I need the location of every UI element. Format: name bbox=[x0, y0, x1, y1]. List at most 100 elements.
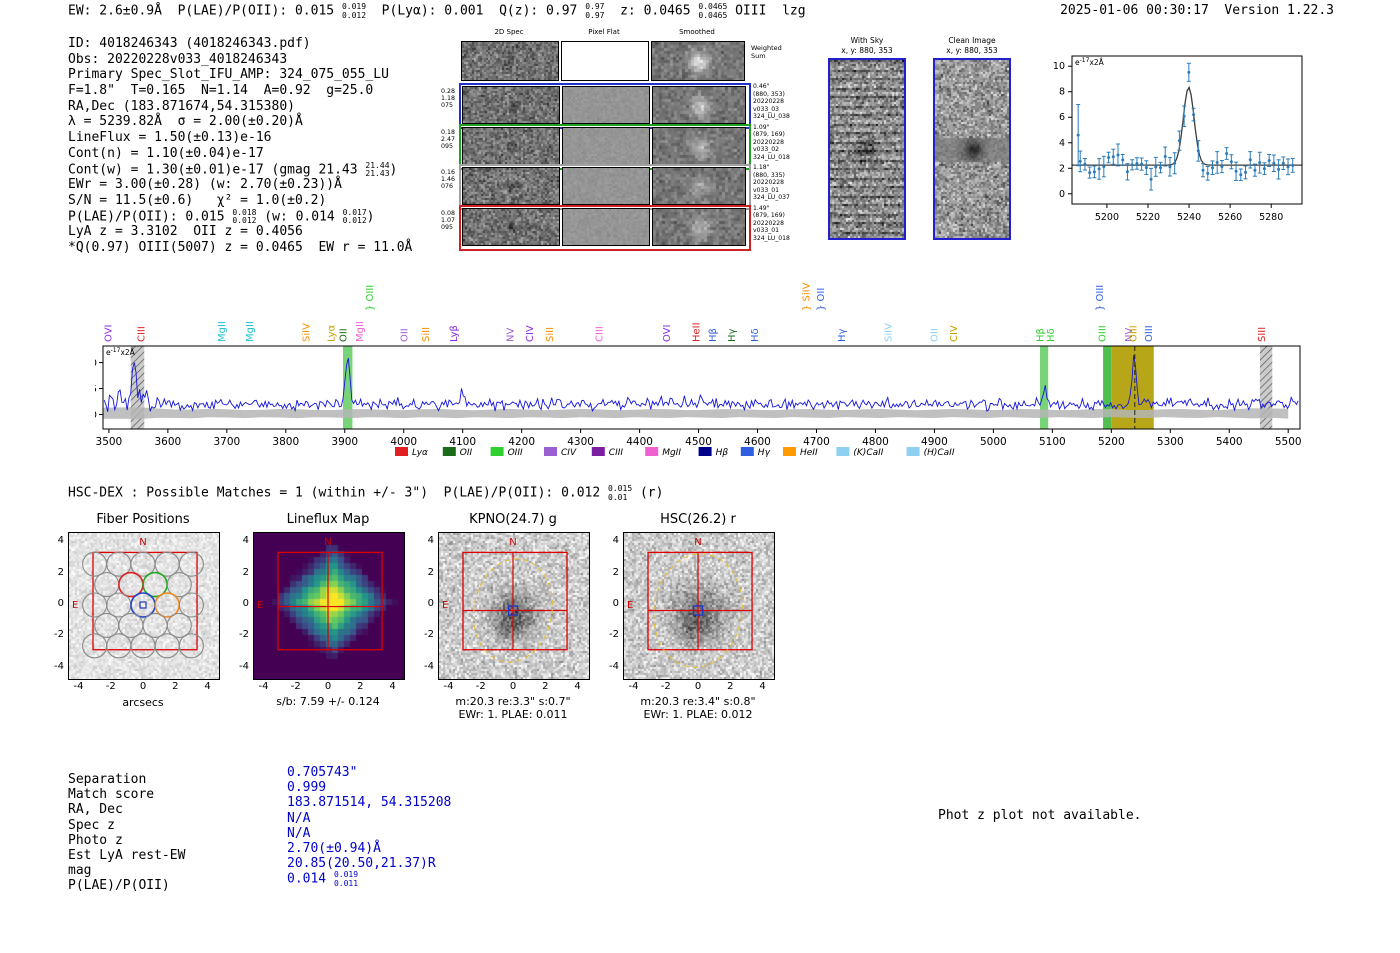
emission-line-label: OVI bbox=[662, 325, 673, 343]
emission-line-label: OII bbox=[929, 328, 940, 342]
spectrum-point bbox=[1187, 70, 1191, 74]
target-marker bbox=[139, 601, 147, 609]
spectrum-point bbox=[1201, 168, 1205, 172]
fiber-circle bbox=[106, 633, 132, 659]
compass-east-label: E bbox=[442, 600, 448, 611]
cutout-x-tick-label: 4 bbox=[759, 681, 766, 692]
stacked-fraction: 21.44 21.43 bbox=[365, 160, 390, 179]
cutout-y-tick-label: 4 bbox=[57, 535, 64, 547]
legend-swatch bbox=[698, 447, 712, 456]
spectrum-point bbox=[1083, 162, 1087, 166]
fraction-upper: 21.44 bbox=[365, 160, 390, 170]
spec2d-strip-flat bbox=[562, 126, 650, 165]
spectrum-point bbox=[1220, 165, 1224, 169]
cutout-y-tick-label: 4 bbox=[242, 535, 249, 547]
cutout-overlay-image: NE bbox=[442, 537, 568, 663]
text-segment: 0.705743" bbox=[287, 765, 358, 780]
emission-line-label: SiIV bbox=[883, 323, 894, 342]
emission-line-label: Hβ bbox=[1036, 328, 1047, 342]
spectrum-point bbox=[1234, 169, 1238, 173]
cutout-title: KPNO(24.7) g bbox=[469, 512, 557, 527]
full-spectrum-plot: 3500 3600 3700 3800 3900 4000 4100 4200 4300 4400… bbox=[84, 266, 1310, 474]
text-segment: F=1.8" T=0.165 N=1.14 A=0.92 g=25.0 bbox=[68, 83, 374, 99]
spec2d-strip-noise bbox=[462, 167, 560, 205]
stacked-fraction: 0.017 0.012 bbox=[343, 208, 367, 226]
compass-north-label: N bbox=[139, 537, 146, 548]
sky-panel-canvas bbox=[933, 58, 1011, 240]
x-tick-label: 3700 bbox=[213, 436, 240, 448]
cutout-x-tick-label: 2 bbox=[357, 681, 364, 692]
cutout-x-tick-label: -4 bbox=[73, 681, 84, 692]
cutout-overlay-image: NE bbox=[627, 537, 753, 668]
stacked-fraction: 0.019 0.011 bbox=[334, 871, 358, 888]
legend-item: Hγ bbox=[740, 447, 771, 458]
spectrum-point bbox=[1215, 160, 1219, 164]
text-segment: (r) bbox=[632, 485, 664, 501]
fraction-upper: 0.019 bbox=[341, 2, 367, 11]
highlight-band bbox=[342, 346, 353, 429]
cutout-y-tick-label: -2 bbox=[54, 629, 64, 641]
legend-label: CIII bbox=[609, 448, 624, 458]
catalog-match-table: Separation 0.705743" Match score 0.999 RA, D… bbox=[0, 760, 760, 905]
fiber-circle bbox=[166, 612, 192, 638]
legend-swatch bbox=[490, 447, 504, 456]
cutout-x-tick-label: 0 bbox=[694, 681, 702, 692]
x-tick-label: 5260 bbox=[1218, 212, 1242, 223]
spectrum-point bbox=[1116, 153, 1120, 157]
match-row-value: 0.705743" bbox=[287, 765, 357, 780]
cutout-x-tick-label: 0 bbox=[324, 681, 332, 692]
ylabel-base: e bbox=[1075, 58, 1080, 67]
spec2d-fiber-row bbox=[459, 164, 751, 210]
fraction-upper: 0.019 bbox=[333, 870, 359, 880]
weighted-sum-label: Weighted Sum bbox=[751, 44, 782, 60]
x-tick-label: 3900 bbox=[331, 436, 358, 448]
legend-item: CIII bbox=[591, 447, 624, 458]
with-sky-panel: With Sky x, y: 880, 353 bbox=[828, 36, 928, 250]
spec2d-col-title: Smoothed bbox=[679, 28, 715, 36]
spec2d-col-title: Pixel Flat bbox=[588, 28, 620, 36]
emission-line-label: Hδ bbox=[750, 328, 761, 342]
cutout-footer-2: EWr: 1. PLAE: 0.011 bbox=[458, 708, 568, 721]
x-tick-label: 5280 bbox=[1259, 212, 1283, 223]
match-row-value: 2.70(±0.94)Å bbox=[287, 841, 381, 856]
emission-line-label: NV bbox=[505, 328, 516, 342]
sky-panel-title: Clean Image bbox=[948, 36, 996, 45]
spec2d-row-right-label: 1.18" (880, 335) 20220228 v033_01 324_LU… bbox=[753, 164, 790, 202]
cutout-x-tick-label: 2 bbox=[172, 681, 179, 692]
spectrum-point bbox=[1111, 155, 1115, 159]
emission-line-label: } OII bbox=[816, 288, 827, 311]
emission-line-label: OII bbox=[339, 328, 350, 342]
target-marker bbox=[507, 605, 519, 616]
cutout-y-tick-label: -2 bbox=[609, 629, 619, 641]
y-tick-label: 10 bbox=[95, 358, 97, 369]
cutout-x-tick-label: -4 bbox=[628, 681, 639, 692]
text-segment: ID: 4018246343 (4018246343.pdf) bbox=[68, 36, 311, 51]
fiber-circle bbox=[130, 592, 156, 618]
cutout-y-tick-label: 0 bbox=[57, 598, 64, 609]
text-segment: 0.014 bbox=[287, 872, 334, 888]
x-tick-label: 5240 bbox=[1177, 212, 1201, 223]
spectrum-point bbox=[1291, 163, 1295, 167]
spectrum-point bbox=[1244, 170, 1248, 174]
emission-line-label: SiII bbox=[545, 327, 556, 342]
fraction-lower: 0.012 bbox=[341, 10, 367, 20]
x-tick-label: 4900 bbox=[921, 436, 948, 448]
match-row-value: 0.014 0.019 0.011 bbox=[287, 871, 358, 888]
legend-label: (K)CaII bbox=[853, 448, 883, 458]
text-segment: P(Lyα): 0.001 Q(z): 0.97 bbox=[366, 3, 586, 19]
match-row-label: Separation bbox=[68, 772, 147, 787]
info-line: S/N = 11.5(±0.6) χ² = 1.0(±0.2) bbox=[68, 193, 412, 209]
emission-line-label: Lyβ bbox=[449, 325, 460, 342]
x-tick-label: 4200 bbox=[508, 436, 535, 448]
x-tick-label: 5500 bbox=[1275, 436, 1302, 448]
fiber-circle bbox=[130, 633, 156, 659]
emission-line-label: MgII bbox=[355, 321, 366, 342]
spec2d-row-right-label: 0.46" (880, 353) 20220228 v033_03 324_LU… bbox=[753, 83, 790, 121]
spec2d-strip-flat bbox=[562, 86, 650, 124]
text-segment: EW: 2.6±0.9Å P(LAE)/P(OII): 0.015 bbox=[68, 3, 342, 19]
gaussian-fit-curve bbox=[1072, 85, 1302, 166]
spec2d-fiber-row bbox=[459, 83, 751, 129]
spec2d-row-left-label: 0.16 1.46 076 bbox=[441, 169, 456, 191]
fraction-lower: 0.012 bbox=[232, 216, 257, 226]
emission-line-label: OVI bbox=[103, 325, 114, 343]
